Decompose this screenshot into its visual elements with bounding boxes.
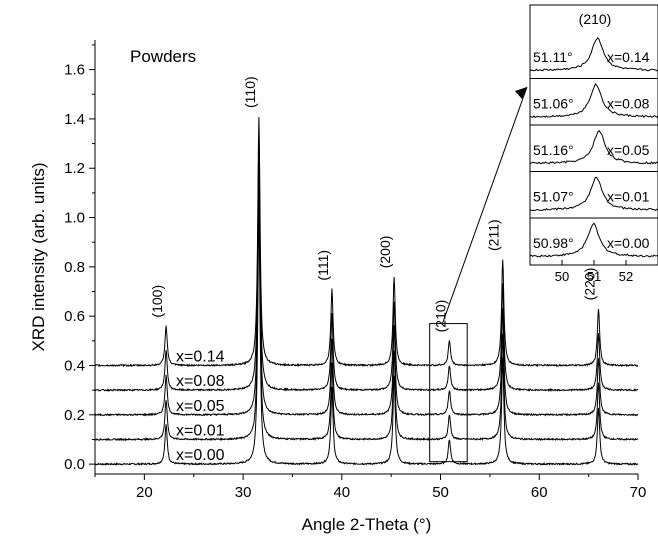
x-tick-label: 30	[235, 484, 252, 501]
x-tick-label: 20	[136, 484, 153, 501]
peak-label: (100)	[149, 285, 165, 318]
inset-series-line	[530, 82, 658, 119]
zoom-box	[429, 323, 468, 463]
y-tick-label: 1.4	[64, 111, 85, 128]
inset-series-label: x=0.05	[607, 142, 650, 158]
inset-angle-label: 51.07°	[533, 189, 574, 205]
series-line-x=0.08	[94, 141, 639, 392]
x-tick-label: 40	[333, 484, 350, 501]
y-tick-label: 1.6	[64, 62, 85, 79]
x-tick-label: 70	[630, 484, 647, 501]
inset-series-line	[529, 37, 658, 72]
zoom-arrow	[441, 86, 528, 324]
series-label: x=0.14	[176, 349, 225, 366]
panel-label: Powders	[130, 47, 196, 66]
inset-series-label: x=0.01	[607, 189, 650, 205]
peak-label: (211)	[486, 219, 502, 251]
inset-x-tick-label: 50	[555, 269, 569, 284]
y-tick-label: 0.0	[64, 456, 85, 473]
inset-series-line	[529, 176, 658, 212]
series-line-x=0.05	[94, 165, 639, 417]
series-line-x=0.01	[94, 189, 639, 442]
y-tick-label: 0.2	[64, 407, 85, 424]
series-line-x=0.14	[94, 117, 639, 368]
series-label: x=0.08	[176, 373, 225, 390]
x-tick-label: 60	[531, 484, 548, 501]
inset-angle-label: 50.98°	[533, 235, 574, 251]
inset-series-label: x=0.14	[607, 49, 650, 65]
y-tick-label: 0.8	[64, 259, 85, 276]
inset-frame	[529, 4, 658, 266]
x-axis-title: Angle 2-Theta (°)	[302, 515, 432, 534]
inset-angle-label: 51.06°	[533, 96, 574, 112]
x-tick-label: 50	[432, 484, 449, 501]
peak-label: (111)	[315, 250, 331, 281]
peak-label: (200)	[377, 236, 393, 269]
inset-series-line	[529, 222, 658, 258]
inset-series-label: x=0.00	[607, 235, 650, 251]
y-tick-label: 0.4	[64, 358, 85, 375]
main-plot: 20 30 40 50 60 70 0.0 0.2 0.4 0.6 0.8 1.0 1.2 1.4 1.6 A…	[29, 40, 646, 534]
zoom-arrowhead	[515, 87, 527, 99]
series-label: x=0.01	[176, 422, 225, 439]
inset-series-line	[529, 129, 658, 165]
series-label: x=0.05	[176, 398, 225, 415]
peak-label: (220)	[582, 268, 598, 301]
y-tick-label: 0.6	[64, 308, 85, 325]
inset-angle-label: 51.16°	[533, 142, 574, 158]
series-line-x=0.00	[94, 215, 639, 466]
inset-title: (210)	[579, 11, 612, 27]
inset-series-label: x=0.08	[607, 96, 650, 112]
inset-x-tick-label: 52	[619, 269, 633, 284]
series-label: x=0.00	[176, 447, 225, 464]
inset-x-tick-label: 51	[587, 269, 601, 284]
y-tick-label: 1.0	[64, 210, 85, 227]
y-axis-title: XRD intensity (arb. units)	[29, 163, 48, 352]
inset-plot: (210) 51.11° x=0.14 51.06° x=0.08 51.16° x=0.0…	[529, 4, 658, 284]
y-tick-label: 1.2	[64, 160, 85, 177]
peak-label: (210)	[432, 300, 448, 333]
inset-angle-label: 51.11°	[533, 49, 573, 65]
peak-label: (110)	[242, 76, 258, 108]
